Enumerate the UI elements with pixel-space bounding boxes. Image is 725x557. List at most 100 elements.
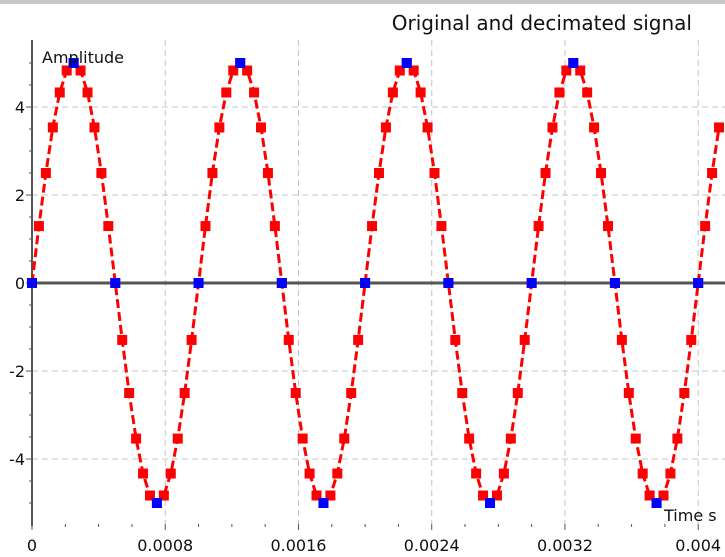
x-tick-label: 0.0032	[537, 536, 593, 555]
series-1-point	[526, 278, 537, 288]
series-0-point	[408, 65, 419, 76]
series-0-point	[471, 468, 482, 479]
series-0-point	[644, 490, 655, 501]
series-1-point	[609, 278, 620, 288]
series-0-point	[519, 334, 530, 345]
x-tick-label: 0.0008	[137, 536, 193, 555]
series-0-point	[686, 334, 697, 345]
series-0-point	[256, 122, 267, 133]
series-0-point	[373, 167, 384, 178]
series-0-point	[249, 87, 260, 98]
series-1-point	[68, 58, 79, 68]
series-1-point	[693, 278, 704, 288]
series-0-point	[637, 468, 648, 479]
y-tick-label: 4	[15, 98, 25, 117]
series-0-point	[228, 65, 239, 76]
series-0-point	[144, 490, 155, 501]
series-0-point	[124, 388, 135, 399]
series-1-point	[110, 278, 121, 288]
series-1-point	[276, 278, 287, 288]
y-tick-label: 0	[15, 274, 25, 293]
series-0-point	[429, 168, 440, 179]
series-0-point	[82, 87, 93, 98]
series-0-point	[602, 221, 613, 232]
x-tick-label: 0	[27, 536, 37, 555]
series-1-point	[27, 278, 37, 288]
series-0-point	[346, 387, 357, 398]
y-axis-label: Amplitude	[42, 48, 124, 67]
series-0-point	[290, 388, 301, 399]
series-0-point	[672, 433, 683, 444]
series-0-point	[540, 167, 551, 178]
series-0-point	[630, 433, 641, 444]
series-0-point	[221, 87, 232, 98]
series-0-point	[200, 221, 211, 232]
chart-title: Original and decimated signal	[392, 11, 692, 35]
series-0-point	[131, 433, 142, 444]
series-0-point	[207, 167, 218, 178]
series-0-point	[40, 167, 51, 178]
series-0-point	[422, 122, 433, 133]
series-0-point	[339, 433, 350, 444]
series-0-point	[138, 468, 149, 479]
series-0-point	[575, 65, 586, 76]
series-1-point	[568, 58, 579, 68]
series-0-point	[367, 221, 378, 232]
series-1-point	[651, 498, 662, 508]
series-1-point	[235, 58, 246, 68]
series-0-point	[714, 122, 725, 133]
series-0-point	[616, 334, 627, 345]
series-0-point	[533, 221, 544, 232]
x-tick-label: 0.004	[675, 536, 721, 555]
series-0-point	[172, 433, 183, 444]
axes	[26, 40, 725, 530]
series-0-point	[457, 388, 468, 399]
series-1-point	[443, 278, 454, 288]
series-0-point	[242, 65, 253, 76]
series-0-point	[707, 167, 718, 178]
series-1-point	[401, 58, 412, 68]
series-0-point	[387, 87, 398, 98]
series-0-point	[380, 122, 391, 133]
series-0-point	[304, 468, 315, 479]
series-0-point	[512, 387, 523, 398]
series-0-point	[179, 387, 190, 398]
series-0-point	[75, 65, 86, 76]
series-0-line	[30, 60, 721, 506]
x-tick-label: 0.0024	[404, 536, 460, 555]
series-0-point	[589, 122, 600, 133]
series-0-point	[186, 334, 197, 345]
series-0-point	[415, 87, 426, 98]
series-0-point	[117, 334, 128, 345]
series-0-point	[158, 490, 169, 501]
series-0-point	[269, 221, 280, 232]
x-axis-label: Time s	[663, 506, 717, 525]
y-tick-label: 2	[15, 186, 25, 205]
series-0-point	[33, 221, 44, 232]
series-0-point	[596, 168, 607, 179]
window-top-border	[0, 0, 725, 4]
series-0-point	[311, 490, 322, 501]
series-0-point	[96, 168, 107, 179]
series-0-point	[498, 468, 509, 479]
series-0-point	[505, 433, 516, 444]
series-0-point	[665, 468, 676, 479]
series-0-point	[332, 468, 343, 479]
y-tick-label: -4	[9, 450, 25, 469]
x-tick-label: 0.0016	[270, 536, 326, 555]
series-0-point	[283, 334, 294, 345]
series-0-point	[478, 490, 489, 501]
series-1-point	[318, 498, 329, 508]
series-0-point	[450, 334, 461, 345]
series-0-point	[464, 433, 475, 444]
series-0-point	[582, 87, 593, 98]
series-0-point	[103, 221, 114, 232]
series-0-point	[394, 65, 405, 76]
series-0-point	[658, 490, 669, 501]
series-0-point	[214, 122, 225, 133]
series-0-point	[436, 221, 447, 232]
series-0-point	[491, 490, 502, 501]
series-0-point	[353, 334, 364, 345]
